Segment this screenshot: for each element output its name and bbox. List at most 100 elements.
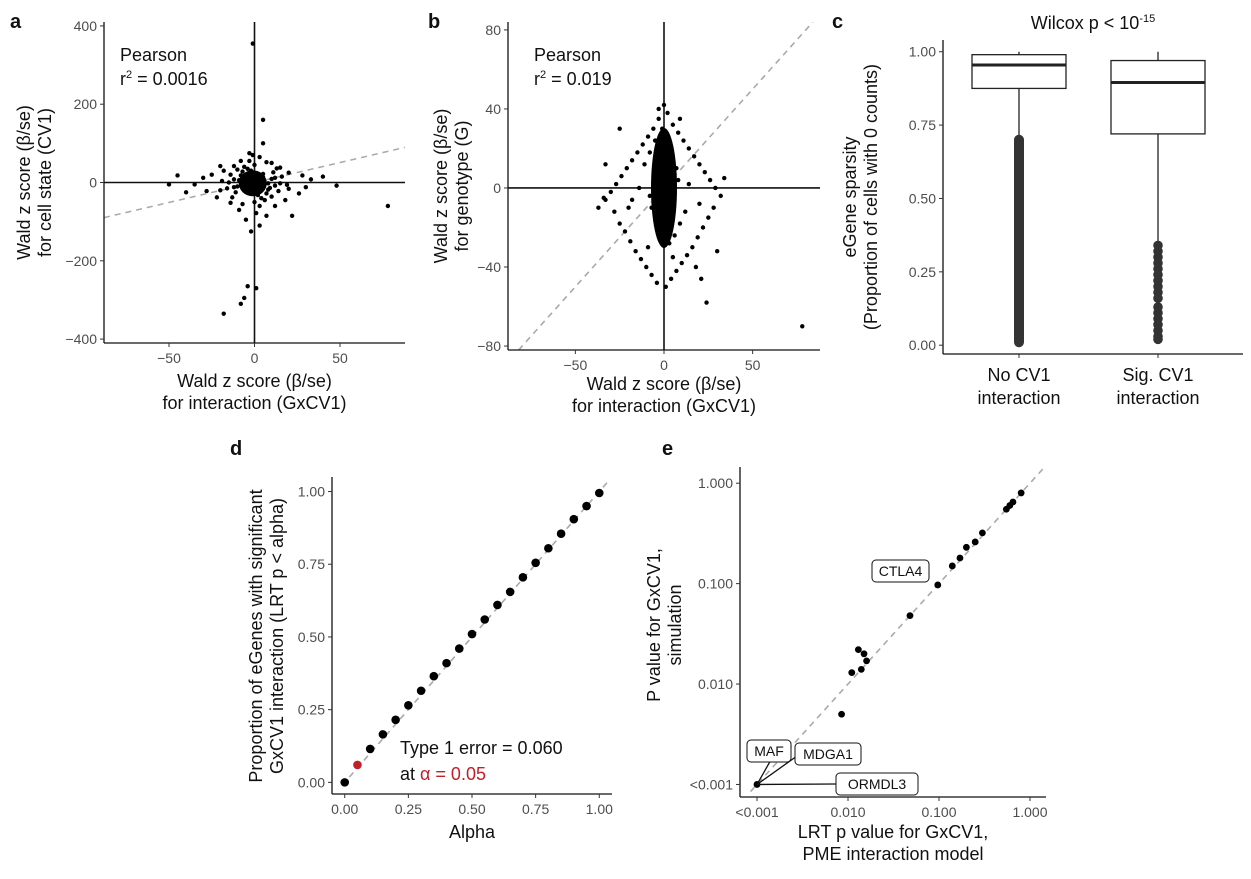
data-point <box>617 221 622 226</box>
data-point <box>645 134 651 139</box>
data-point <box>613 181 619 187</box>
x-axis-title-line: for interaction (GxCV1) <box>162 393 346 413</box>
data-point <box>857 665 865 673</box>
data-point <box>860 650 868 658</box>
data-point <box>235 167 240 172</box>
x-tick-label: 50 <box>745 357 761 373</box>
label-maf: MAF <box>754 743 784 759</box>
panel-a-letter: a <box>10 11 22 33</box>
y-tick-label: 0.50 <box>298 629 325 645</box>
y-tick-label: 1.00 <box>298 484 325 500</box>
data-point <box>252 173 257 178</box>
y-tick-label: −200 <box>65 253 97 269</box>
data-point <box>699 276 704 282</box>
data-point <box>416 686 426 696</box>
y-tick-label: 400 <box>74 18 98 34</box>
outlier-point <box>1153 334 1163 345</box>
highlighted-point <box>353 760 362 770</box>
x-tick-label: 0.25 <box>395 801 422 817</box>
data-point <box>255 192 261 198</box>
data-point <box>365 744 375 754</box>
outlier-band <box>1014 134 1024 348</box>
data-point <box>254 210 259 216</box>
data-point <box>233 190 238 195</box>
x-category-label: interaction <box>977 388 1060 408</box>
data-point <box>257 203 262 209</box>
data-point <box>665 110 670 116</box>
data-point <box>262 181 267 187</box>
x-axis-title-line: LRT p value for GxCV1, <box>798 822 988 842</box>
data-point <box>697 201 702 206</box>
y-axis-title-line: (Proportion of cells with 0 counts) <box>861 64 881 330</box>
data-point <box>284 182 290 188</box>
data-point <box>264 159 269 165</box>
data-point <box>279 174 285 179</box>
data-point <box>228 200 233 206</box>
chart-title-text: Wilcox p < 10 <box>1031 13 1140 33</box>
data-point <box>214 195 220 200</box>
data-point <box>713 185 718 191</box>
y-axis-title-line: Wald z score (β/se) <box>14 105 34 260</box>
annotation-value: = 0.0016 <box>132 69 208 89</box>
data-point <box>686 181 692 187</box>
data-point <box>683 209 688 214</box>
data-point <box>656 116 661 122</box>
y-tick-label: 0.100 <box>698 576 733 592</box>
data-point <box>979 529 986 537</box>
data-point <box>276 188 281 194</box>
annotation-value: = 0.019 <box>546 69 612 89</box>
data-point <box>391 715 400 725</box>
data-point <box>467 629 477 639</box>
data-point <box>665 181 670 187</box>
data-point <box>252 162 257 168</box>
data-point <box>722 175 727 181</box>
label-mdga1-box <box>794 742 862 766</box>
x-axis-title-line: PME interaction model <box>802 844 983 864</box>
y-tick-label: 0 <box>493 180 501 196</box>
data-point <box>272 183 278 188</box>
data-point <box>800 324 805 329</box>
data-point <box>493 600 502 610</box>
data-point <box>303 184 309 190</box>
data-point <box>601 195 606 201</box>
data-point <box>660 126 665 131</box>
data-point <box>640 142 645 147</box>
data-point <box>667 175 672 181</box>
y-axis-title-line: Proportion of eGenes with significant <box>246 489 266 782</box>
x-tick-label: 0.50 <box>458 801 485 817</box>
data-point <box>192 182 197 187</box>
x-tick-label: 0 <box>660 357 668 373</box>
data-point <box>651 126 656 131</box>
data-point <box>320 174 326 179</box>
panel-e-letter: e <box>662 438 673 460</box>
x-category-label: No CV1 <box>987 365 1050 385</box>
data-point <box>651 179 656 185</box>
data-point <box>221 311 226 316</box>
data-point <box>265 187 271 192</box>
y-axis-title: Wald z score (β/se)for genotype (G) <box>431 109 472 264</box>
panel-d-letter: d <box>230 438 242 460</box>
data-point <box>385 203 391 209</box>
x-tick-label: −50 <box>563 357 587 373</box>
identity-line <box>750 467 1044 793</box>
data-point <box>668 187 674 193</box>
data-point <box>300 173 305 178</box>
x-tick-label: 0.010 <box>830 804 865 820</box>
data-point <box>243 217 249 222</box>
x-axis-title-line: Wald z score (β/se) <box>587 374 742 394</box>
y-tick-label: 1.00 <box>909 44 936 60</box>
data-point <box>629 158 635 163</box>
data-point <box>603 162 608 167</box>
chart-title-superscript: -15 <box>1139 13 1155 25</box>
y-tick-label: 80 <box>485 22 501 38</box>
data-point <box>219 178 225 184</box>
data-point <box>257 154 262 160</box>
data-point <box>274 166 279 171</box>
data-point <box>257 223 262 228</box>
panel-d: d 0.00 0.25 0.50 0.75 1.00 0.00 0.25 0.50 0.75 1.… <box>230 438 613 842</box>
data-point <box>693 264 699 270</box>
data-point <box>260 171 266 177</box>
y-axis-title-line: Wald z score (β/se) <box>431 109 451 264</box>
y-tick-label: 0.75 <box>909 117 936 133</box>
data-point <box>608 189 614 195</box>
